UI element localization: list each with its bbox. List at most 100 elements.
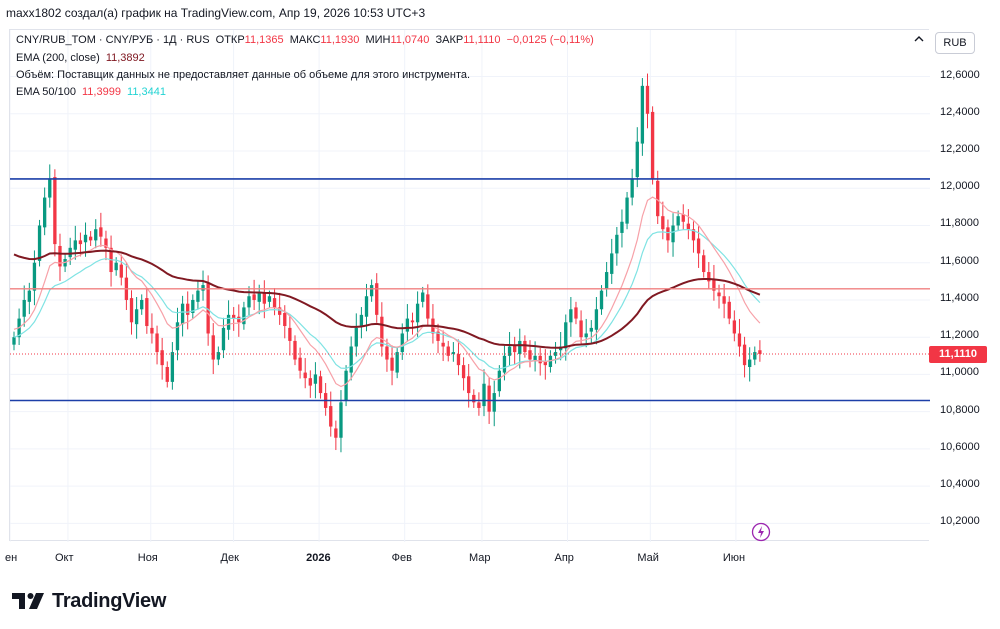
candle-body <box>671 225 675 243</box>
candle-body <box>150 327 154 334</box>
candle-body <box>211 335 215 360</box>
chart-area[interactable] <box>9 29 930 542</box>
candle-body <box>42 197 47 228</box>
candle-body <box>232 314 236 319</box>
candle-body <box>518 340 522 354</box>
candle-body <box>129 298 134 323</box>
candle-body <box>308 378 312 386</box>
low-label: МИН <box>365 34 391 46</box>
candle-body <box>73 240 77 250</box>
x-tick-label: Мар <box>468 552 491 564</box>
candle-body <box>696 238 701 254</box>
candle-body <box>645 85 650 114</box>
candle-body <box>461 365 466 379</box>
candle-body <box>727 301 731 319</box>
ema100-line <box>13 228 761 370</box>
x-tick-label: ен <box>5 552 18 564</box>
high-label: МАКС <box>289 34 321 46</box>
price-chart[interactable] <box>10 30 930 542</box>
ema200-line <box>13 249 761 349</box>
lightning-icon[interactable] <box>751 522 771 542</box>
candle-body <box>528 350 532 360</box>
candle-body <box>94 229 98 241</box>
candle-body <box>415 303 420 323</box>
candle-body <box>661 216 665 230</box>
candle-body <box>686 223 691 230</box>
candle-body <box>436 331 440 341</box>
candle-body <box>482 383 486 407</box>
candle-body <box>533 355 537 362</box>
candle-body <box>242 307 246 325</box>
candle-body <box>492 393 496 412</box>
candle-body <box>421 292 425 302</box>
candle-body <box>400 333 404 353</box>
candle-body <box>88 236 93 241</box>
candle-body <box>742 344 747 366</box>
candle-body <box>58 245 62 267</box>
candle-body <box>553 352 558 356</box>
candle-body <box>252 294 256 300</box>
ema-pair-label: EMA 50/100 <box>16 86 76 98</box>
candle-body <box>717 292 721 297</box>
x-tick-label: Май <box>637 552 659 564</box>
legend-symbol-row: CNY/RUB_TOM · CNY/РУБ · 1Д · RUS ОТКР11,… <box>16 34 597 46</box>
candle-body <box>456 353 461 366</box>
y-tick-label: 10,4000 <box>940 478 980 491</box>
candle-body <box>451 352 456 354</box>
candle-body <box>564 322 568 349</box>
candle-body <box>523 340 527 353</box>
symbol-name[interactable]: CNY/RUB_TOM · CNY/РУБ · 1Д · RUS <box>16 34 210 46</box>
candle-body <box>354 327 358 347</box>
last-price-tag: 11,1110 <box>929 346 987 363</box>
candle-body <box>538 355 542 364</box>
candle-body <box>37 225 42 261</box>
y-tick-label: 12,4000 <box>940 105 980 118</box>
candle-body <box>359 314 364 327</box>
legend-ema200-row[interactable]: EMA (200, close) 11,3892 <box>16 52 148 64</box>
currency-button[interactable]: RUB <box>935 32 975 54</box>
high-value: 11,1930 <box>320 34 360 46</box>
candle-body <box>467 376 471 394</box>
y-tick-label: 12,0000 <box>940 180 980 193</box>
x-tick-label: Апр <box>554 552 574 564</box>
candle-body <box>758 350 762 354</box>
x-tick-label: 2026 <box>306 552 331 564</box>
candle-body <box>83 234 88 243</box>
candle-body <box>221 327 226 351</box>
candle-body <box>666 227 670 241</box>
candle-body <box>513 344 517 353</box>
candle-body <box>196 290 200 302</box>
candle-body <box>380 316 384 347</box>
candle-body <box>293 340 297 360</box>
y-tick-label: 11,2000 <box>940 329 979 342</box>
x-tick-label: Ноя <box>137 552 158 564</box>
candle-body <box>656 180 660 217</box>
candle-body <box>748 359 752 367</box>
change-value: −0,0125 (−0,11%) <box>506 34 594 46</box>
candle-body <box>441 342 445 347</box>
candle-body <box>329 406 333 427</box>
ema200-value: 11,3892 <box>105 52 145 64</box>
candle-body <box>288 327 292 341</box>
y-tick-label: 10,8000 <box>940 403 980 416</box>
candle-body <box>12 337 16 345</box>
candle-body <box>753 352 757 360</box>
candle-body <box>543 361 547 366</box>
open-value: 11,1365 <box>244 34 284 46</box>
candle-body <box>385 346 389 360</box>
tradingview-logo[interactable]: TradingView <box>12 588 166 614</box>
candle-body <box>676 216 680 226</box>
candle-body <box>27 290 31 302</box>
y-tick-label: 11,8000 <box>940 217 979 230</box>
tradingview-logo-icon <box>12 593 44 609</box>
candle-body <box>732 320 737 334</box>
candle-body <box>206 283 210 334</box>
candle-body <box>502 355 507 373</box>
candle-body <box>737 333 742 347</box>
chevron-up-icon[interactable] <box>913 33 925 45</box>
y-tick-label: 10,2000 <box>940 515 980 528</box>
candle-body <box>272 298 277 308</box>
candle-body <box>22 299 26 317</box>
legend-ema-pair-row[interactable]: EMA 50/100 11,3999 11,3441 <box>16 86 169 98</box>
candle-body <box>226 314 231 330</box>
